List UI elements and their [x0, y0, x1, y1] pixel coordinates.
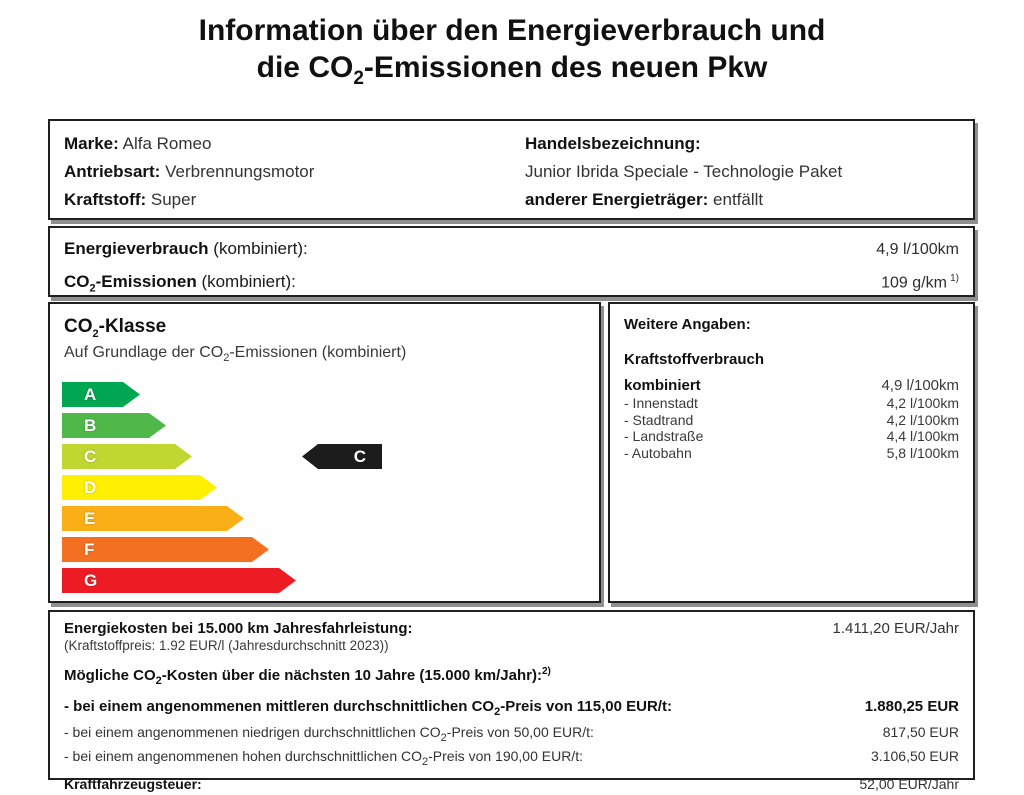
- additional-info-header: Weitere Angaben:: [624, 316, 751, 333]
- co2-cost-row-low: - bei einem angenommenen niedrigen durch…: [64, 724, 959, 744]
- co2-class-box: CO2-Klasse Auf Grundlage der CO2-Emissio…: [48, 302, 601, 603]
- co2-emissions-row: CO2-Emissionen (kombiniert): 109 g/km 1): [64, 264, 959, 304]
- co2-class-title: CO2-Klasse: [64, 316, 167, 340]
- page-title-line1: Information über den Energieverbrauch un…: [198, 14, 826, 47]
- energietraeger-row: anderer Energieträger: entfällt: [525, 190, 764, 209]
- vehicle-tax-row: Kraftfahrzeugsteuer: 52,00 EUR/Jahr: [64, 774, 959, 795]
- co2-cost-row-high: - bei einem angenommenen hohen durchschn…: [64, 747, 959, 768]
- co2-costs-header: Mögliche CO2-Kosten über die nächsten 10…: [64, 666, 551, 687]
- fuel-row-autobahn: - Autobahn 5,8 l/100km: [624, 444, 959, 461]
- additional-info-box: Weitere Angaben: Kraftstoffverbrauch kom…: [608, 302, 975, 603]
- vehicle-tax-label: Kraftfahrzeugsteuer:: [64, 775, 202, 792]
- antriebsart-row: Antriebsart: Verbrennungsmotor: [64, 162, 315, 181]
- fuel-price-note: (Kraftstoffpreis: 1.92 EUR/l (Jahresdurc…: [64, 638, 389, 653]
- energy-costs-value: 1.411,20 EUR/Jahr: [832, 620, 959, 637]
- vehicle-info-box: Marke: Alfa Romeo Antriebsart: Verbrennu…: [48, 119, 975, 220]
- handelsbezeichnung-label-row: Handelsbezeichnung:: [525, 134, 701, 153]
- co2-class-arrow-a: A: [62, 382, 140, 407]
- vehicle-tax-value: 52,00 EUR/Jahr: [859, 775, 959, 792]
- consumption-box: Energieverbrauch (kombiniert): 4,9 l/100…: [48, 226, 975, 297]
- co2-emissions-value: 109 g/km 1): [881, 273, 959, 292]
- co2-class-arrow-e: E: [62, 506, 244, 531]
- fuel-row-landstrasse: - Landstraße 4,4 l/100km: [624, 428, 959, 444]
- vehicle-info-right-column: Handelsbezeichnung: Junior Ibrida Specia…: [525, 130, 842, 214]
- energy-costs-row: Energiekosten bei 15.000 km Jahresfahrle…: [64, 620, 959, 638]
- assigned-class-marker: C: [302, 444, 382, 469]
- handelsbezeichnung-value-row: Junior Ibrida Speciale - Technologie Pak…: [525, 162, 843, 181]
- energy-costs-label: Energiekosten bei 15.000 km Jahresfahrle…: [64, 620, 413, 637]
- energy-consumption-row: Energieverbrauch (kombiniert): 4,9 l/100…: [64, 234, 959, 264]
- fuel-consumption-section-title: Kraftstoffverbrauch: [624, 351, 765, 368]
- fuel-row-kombiniert: kombiniert 4,9 l/100km: [624, 377, 959, 394]
- co2-class-arrow-b: B: [62, 413, 166, 438]
- page-title-line2: die CO2-Emissionen des neuen Pkw: [256, 51, 768, 89]
- costs-box: Energiekosten bei 15.000 km Jahresfahrle…: [48, 610, 975, 792]
- vehicle-info-left-column: Marke: Alfa Romeo Antriebsart: Verbrennu…: [64, 130, 314, 214]
- kraftstoff-row: Kraftstoff: Super: [64, 190, 197, 209]
- co2-class-subtitle: Auf Grundlage der CO2-Emissionen (kombin…: [64, 343, 407, 364]
- co2-class-arrow-c: C: [62, 444, 192, 469]
- energy-consumption-label: Energieverbrauch (kombiniert):: [64, 239, 308, 258]
- page-title: Information über den Energieverbrauch un…: [0, 12, 1024, 97]
- energy-consumption-value: 4,9 l/100km: [876, 241, 959, 258]
- co2-class-arrow-f: F: [62, 537, 269, 562]
- co2-cost-row-medium: - bei einem angenommenen mittleren durch…: [64, 698, 959, 718]
- fuel-consumption-rows: kombiniert 4,9 l/100km - Innenstadt 4,2 l/…: [624, 376, 959, 461]
- marke-row: Marke: Alfa Romeo: [64, 134, 212, 153]
- fuel-row-innenstadt: - Innenstadt 4,2 l/100km: [624, 395, 959, 411]
- co2-emissions-label: CO2-Emissionen (kombiniert):: [64, 272, 296, 295]
- co2-class-arrow-g: G: [62, 568, 296, 593]
- co2-class-arrow-d: D: [62, 475, 217, 500]
- fuel-row-stadtrand: - Stadtrand 4,2 l/100km: [624, 411, 959, 428]
